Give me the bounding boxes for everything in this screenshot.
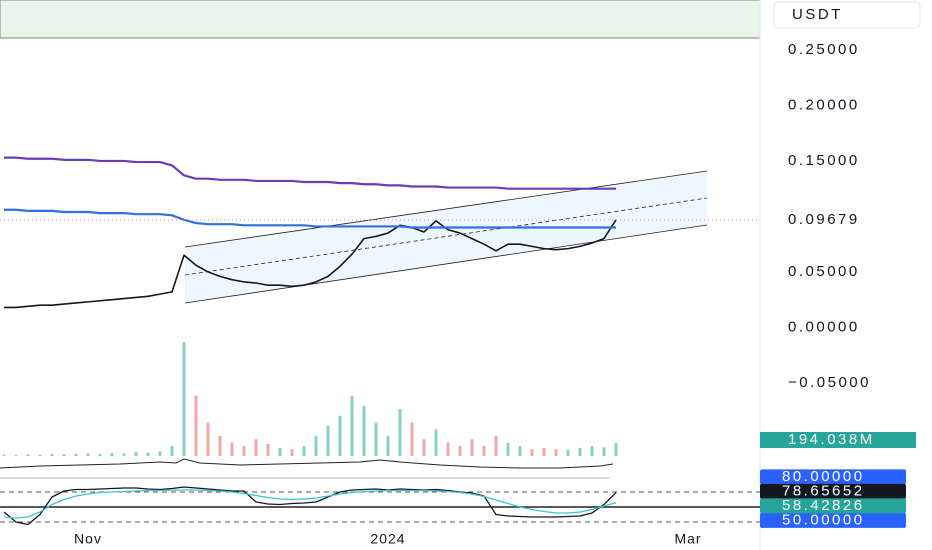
volume-bar <box>206 422 210 456</box>
volume-bar <box>146 452 150 456</box>
x-tick-label: Mar <box>674 531 701 547</box>
volume-bar <box>122 453 126 456</box>
volume-bar <box>554 449 558 456</box>
volume-bar <box>602 447 606 456</box>
volume-bar <box>182 342 186 456</box>
price-line <box>4 219 617 309</box>
oscillator-line <box>3 486 617 526</box>
currency-box[interactable] <box>773 1 921 29</box>
moving-average <box>4 156 616 190</box>
volume-bar <box>218 435 222 456</box>
volume-bar <box>338 415 342 456</box>
volume-bar <box>446 442 450 456</box>
volume-bar <box>134 451 138 456</box>
volume-bar <box>494 435 498 456</box>
volume-label-box <box>760 431 916 448</box>
volume-bar <box>578 447 582 456</box>
x-tick-label: Nov <box>74 531 102 547</box>
oscillator-label: 58.42826 <box>782 497 865 514</box>
volume-bar <box>386 435 390 456</box>
volume-bar <box>158 451 162 456</box>
volume-bar <box>398 409 402 456</box>
moving-average <box>4 208 616 229</box>
volume-bar <box>566 449 570 456</box>
volume-bar <box>266 443 270 456</box>
y-tick-label: 0.20000 <box>788 96 860 113</box>
volume-bar <box>470 439 474 456</box>
mini-indicator <box>0 458 614 469</box>
currency: USDT <box>792 6 843 23</box>
channel-fill <box>185 171 707 303</box>
volume-bar <box>326 425 330 456</box>
channel-lower <box>184 224 708 304</box>
volume-bar <box>38 454 42 456</box>
volume-bar <box>194 395 198 456</box>
volume-bar <box>26 454 30 456</box>
oscillator-label: 78.65652 <box>782 482 865 499</box>
volume-bar <box>290 449 294 456</box>
oscillator-line <box>3 489 617 519</box>
volume-bar <box>374 422 378 456</box>
volume-bar <box>530 449 534 456</box>
oscillator-label-box <box>760 483 906 499</box>
volume-bar <box>62 454 66 456</box>
oscillator-label-box <box>760 469 906 485</box>
oscillator-label-box <box>760 498 906 514</box>
volume-bar <box>242 445 246 456</box>
volume-bar <box>86 453 90 456</box>
volume-bar <box>542 447 546 456</box>
volume-bar <box>98 453 102 456</box>
x-tick-label: 2024 <box>370 531 405 547</box>
volume-bar <box>518 445 522 456</box>
y-tick-label: 0.05000 <box>788 263 860 280</box>
oscillator-label: 80.00000 <box>782 468 865 485</box>
volume-bar <box>434 429 438 456</box>
y-tick-label: −0.05000 <box>788 374 871 391</box>
volume-bar <box>74 453 78 456</box>
volume-bar <box>2 454 6 456</box>
volume-bar <box>278 447 282 456</box>
volume-bar <box>422 439 426 456</box>
volume-bar <box>230 442 234 456</box>
oscillator-label: 50.00000 <box>782 511 865 528</box>
channel-upper <box>184 170 708 248</box>
volume-bar <box>410 422 414 456</box>
volume-bar <box>302 445 306 456</box>
volume-bar <box>314 435 318 456</box>
last-price-label: 0.09679 <box>788 211 860 228</box>
volume-bar <box>110 452 114 456</box>
volume-bar <box>614 442 618 456</box>
channel-middle <box>184 197 708 276</box>
oscillator-label-box <box>760 512 906 528</box>
volume-bar <box>170 445 174 456</box>
volume-bar <box>458 445 462 456</box>
y-tick-label: 0.15000 <box>788 152 860 169</box>
volume-bar <box>362 405 366 456</box>
volume-bar <box>590 445 594 456</box>
zone <box>0 0 761 39</box>
volume-bar <box>482 445 486 456</box>
y-tick-label: 0.25000 <box>788 41 860 58</box>
volume-bar <box>14 454 18 456</box>
volume-bar <box>50 453 54 456</box>
volume-bar <box>254 439 258 456</box>
volume-label: 194.038M <box>788 431 875 448</box>
volume-bar <box>350 395 354 456</box>
y-tick-label: 0.00000 <box>788 318 860 335</box>
volume-bar <box>506 442 510 456</box>
